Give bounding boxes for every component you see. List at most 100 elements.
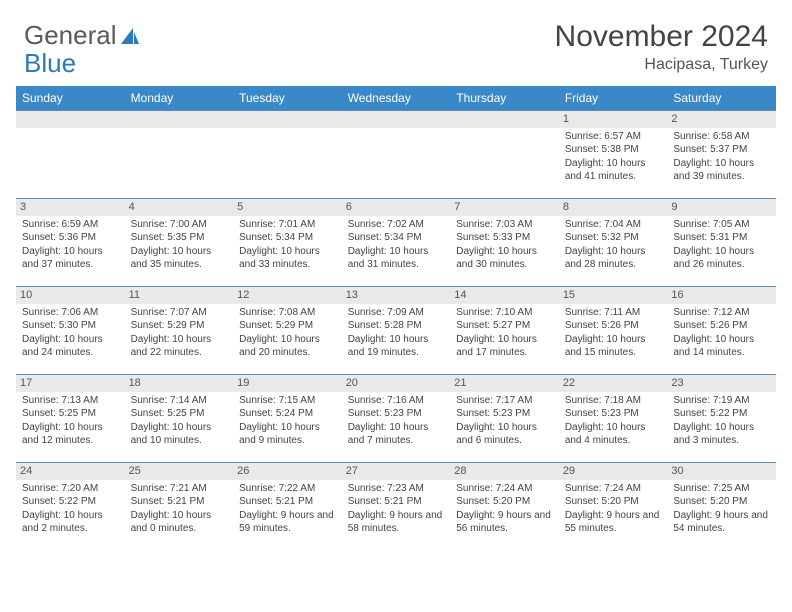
day-number: 15 — [559, 286, 668, 304]
daylight-text: Daylight: 10 hours and 3 minutes. — [673, 421, 770, 448]
sunrise-text: Sunrise: 7:06 AM — [22, 306, 119, 320]
sunset-text: Sunset: 5:21 PM — [239, 495, 336, 509]
day-number: 25 — [125, 462, 234, 480]
daylight-text: Daylight: 9 hours and 54 minutes. — [673, 509, 770, 536]
daylight-text: Daylight: 10 hours and 4 minutes. — [565, 421, 662, 448]
day-cell: 14Sunrise: 7:10 AMSunset: 5:27 PMDayligh… — [450, 286, 559, 374]
sunrise-text: Sunrise: 7:16 AM — [348, 394, 445, 408]
day-cell: 22Sunrise: 7:18 AMSunset: 5:23 PMDayligh… — [559, 374, 668, 462]
week-row: 17Sunrise: 7:13 AMSunset: 5:25 PMDayligh… — [16, 374, 776, 462]
day-number: 4 — [125, 198, 234, 216]
day-number — [233, 110, 342, 128]
sunrise-text: Sunrise: 7:25 AM — [673, 482, 770, 496]
daylight-text: Daylight: 10 hours and 39 minutes. — [673, 157, 770, 184]
week-row: 10Sunrise: 7:06 AMSunset: 5:30 PMDayligh… — [16, 286, 776, 374]
day-cell — [342, 110, 451, 198]
day-cell: 18Sunrise: 7:14 AMSunset: 5:25 PMDayligh… — [125, 374, 234, 462]
day-cell: 24Sunrise: 7:20 AMSunset: 5:22 PMDayligh… — [16, 462, 125, 550]
sunrise-text: Sunrise: 7:18 AM — [565, 394, 662, 408]
daylight-text: Daylight: 10 hours and 19 minutes. — [348, 333, 445, 360]
week-row: 24Sunrise: 7:20 AMSunset: 5:22 PMDayligh… — [16, 462, 776, 550]
day-cell: 7Sunrise: 7:03 AMSunset: 5:33 PMDaylight… — [450, 198, 559, 286]
day-number: 30 — [667, 462, 776, 480]
day-cell: 28Sunrise: 7:24 AMSunset: 5:20 PMDayligh… — [450, 462, 559, 550]
sunrise-text: Sunrise: 7:04 AM — [565, 218, 662, 232]
sunset-text: Sunset: 5:26 PM — [673, 319, 770, 333]
weekday-header-row: Sunday Monday Tuesday Wednesday Thursday… — [16, 86, 776, 110]
day-cell — [450, 110, 559, 198]
sunset-text: Sunset: 5:25 PM — [131, 407, 228, 421]
daylight-text: Daylight: 9 hours and 56 minutes. — [456, 509, 553, 536]
sunset-text: Sunset: 5:34 PM — [348, 231, 445, 245]
day-cell: 3Sunrise: 6:59 AMSunset: 5:36 PMDaylight… — [16, 198, 125, 286]
day-number: 24 — [16, 462, 125, 480]
sunrise-text: Sunrise: 7:24 AM — [456, 482, 553, 496]
col-sunday: Sunday — [16, 86, 125, 110]
title-block: November 2024 Hacipasa, Turkey — [555, 20, 768, 74]
day-number: 11 — [125, 286, 234, 304]
sunrise-text: Sunrise: 7:17 AM — [456, 394, 553, 408]
sunrise-text: Sunrise: 7:22 AM — [239, 482, 336, 496]
logo-sail-icon — [119, 26, 141, 46]
col-tuesday: Tuesday — [233, 86, 342, 110]
calendar-table: Sunday Monday Tuesday Wednesday Thursday… — [16, 86, 776, 550]
day-cell: 5Sunrise: 7:01 AMSunset: 5:34 PMDaylight… — [233, 198, 342, 286]
day-number: 16 — [667, 286, 776, 304]
sunset-text: Sunset: 5:29 PM — [239, 319, 336, 333]
day-number: 21 — [450, 374, 559, 392]
sunrise-text: Sunrise: 6:58 AM — [673, 130, 770, 144]
sunset-text: Sunset: 5:21 PM — [131, 495, 228, 509]
sunrise-text: Sunrise: 7:15 AM — [239, 394, 336, 408]
daylight-text: Daylight: 10 hours and 12 minutes. — [22, 421, 119, 448]
daylight-text: Daylight: 10 hours and 41 minutes. — [565, 157, 662, 184]
sunrise-text: Sunrise: 7:19 AM — [673, 394, 770, 408]
sunset-text: Sunset: 5:36 PM — [22, 231, 119, 245]
day-number: 8 — [559, 198, 668, 216]
sunrise-text: Sunrise: 7:24 AM — [565, 482, 662, 496]
day-cell: 4Sunrise: 7:00 AMSunset: 5:35 PMDaylight… — [125, 198, 234, 286]
sunrise-text: Sunrise: 7:03 AM — [456, 218, 553, 232]
sunrise-text: Sunrise: 6:57 AM — [565, 130, 662, 144]
sunrise-text: Sunrise: 7:20 AM — [22, 482, 119, 496]
col-monday: Monday — [125, 86, 234, 110]
col-saturday: Saturday — [667, 86, 776, 110]
sunrise-text: Sunrise: 7:12 AM — [673, 306, 770, 320]
sunset-text: Sunset: 5:20 PM — [456, 495, 553, 509]
sunrise-text: Sunrise: 7:00 AM — [131, 218, 228, 232]
day-number: 23 — [667, 374, 776, 392]
sunrise-text: Sunrise: 7:11 AM — [565, 306, 662, 320]
daylight-text: Daylight: 10 hours and 35 minutes. — [131, 245, 228, 272]
sunset-text: Sunset: 5:20 PM — [565, 495, 662, 509]
sunset-text: Sunset: 5:29 PM — [131, 319, 228, 333]
daylight-text: Daylight: 10 hours and 7 minutes. — [348, 421, 445, 448]
col-friday: Friday — [559, 86, 668, 110]
sunrise-text: Sunrise: 7:23 AM — [348, 482, 445, 496]
day-cell — [16, 110, 125, 198]
sunrise-text: Sunrise: 7:02 AM — [348, 218, 445, 232]
sunset-text: Sunset: 5:30 PM — [22, 319, 119, 333]
daylight-text: Daylight: 10 hours and 22 minutes. — [131, 333, 228, 360]
logo-part2: Blue — [24, 48, 76, 79]
day-cell: 1Sunrise: 6:57 AMSunset: 5:38 PMDaylight… — [559, 110, 668, 198]
daylight-text: Daylight: 10 hours and 0 minutes. — [131, 509, 228, 536]
day-number: 1 — [559, 110, 668, 128]
day-cell: 9Sunrise: 7:05 AMSunset: 5:31 PMDaylight… — [667, 198, 776, 286]
daylight-text: Daylight: 10 hours and 37 minutes. — [22, 245, 119, 272]
day-number: 22 — [559, 374, 668, 392]
day-cell: 13Sunrise: 7:09 AMSunset: 5:28 PMDayligh… — [342, 286, 451, 374]
sunset-text: Sunset: 5:34 PM — [239, 231, 336, 245]
month-title: November 2024 — [555, 20, 768, 54]
sunrise-text: Sunrise: 7:13 AM — [22, 394, 119, 408]
daylight-text: Daylight: 9 hours and 55 minutes. — [565, 509, 662, 536]
day-cell: 19Sunrise: 7:15 AMSunset: 5:24 PMDayligh… — [233, 374, 342, 462]
day-number — [450, 110, 559, 128]
sunset-text: Sunset: 5:24 PM — [239, 407, 336, 421]
daylight-text: Daylight: 10 hours and 31 minutes. — [348, 245, 445, 272]
day-cell: 12Sunrise: 7:08 AMSunset: 5:29 PMDayligh… — [233, 286, 342, 374]
week-row: 1Sunrise: 6:57 AMSunset: 5:38 PMDaylight… — [16, 110, 776, 198]
sunrise-text: Sunrise: 7:08 AM — [239, 306, 336, 320]
day-number: 20 — [342, 374, 451, 392]
day-cell: 10Sunrise: 7:06 AMSunset: 5:30 PMDayligh… — [16, 286, 125, 374]
day-number — [125, 110, 234, 128]
day-number: 12 — [233, 286, 342, 304]
